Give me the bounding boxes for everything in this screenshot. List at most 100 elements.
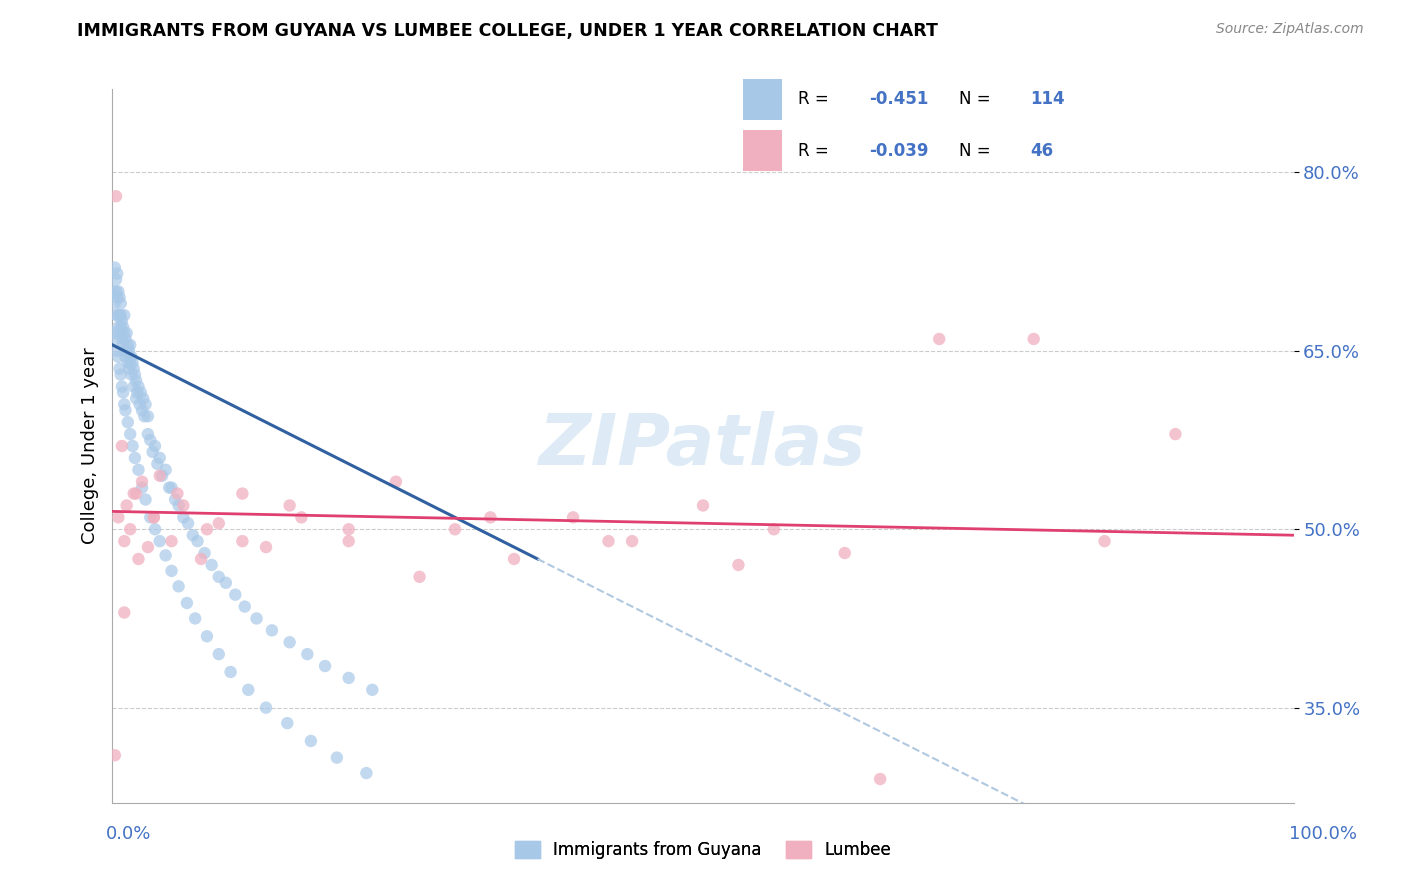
Point xyxy=(104,260,127,275)
Point xyxy=(108,361,131,376)
Point xyxy=(107,285,129,299)
Point xyxy=(621,534,644,549)
Point xyxy=(136,427,159,442)
Point xyxy=(107,510,129,524)
Point xyxy=(408,570,430,584)
Point xyxy=(112,606,135,620)
Point xyxy=(1022,332,1045,346)
Point xyxy=(479,510,502,524)
Point xyxy=(104,748,127,763)
Point xyxy=(190,552,212,566)
Point xyxy=(254,700,277,714)
Point xyxy=(172,499,194,513)
Point xyxy=(149,468,172,483)
Point xyxy=(184,611,207,625)
Point xyxy=(104,296,127,310)
Point xyxy=(727,558,749,572)
Point xyxy=(361,682,384,697)
Point xyxy=(118,361,141,376)
Point xyxy=(157,481,180,495)
Point xyxy=(122,379,145,393)
Point xyxy=(112,338,135,352)
Point xyxy=(105,332,128,346)
Point xyxy=(117,356,139,370)
Point xyxy=(114,350,136,364)
Point xyxy=(149,534,172,549)
Point xyxy=(105,290,128,304)
Text: Source: ZipAtlas.com: Source: ZipAtlas.com xyxy=(1216,22,1364,37)
Point xyxy=(238,682,260,697)
Point xyxy=(598,534,620,549)
Point xyxy=(245,611,267,625)
Point xyxy=(107,320,129,334)
Point xyxy=(115,343,138,358)
Point xyxy=(176,596,198,610)
Point xyxy=(142,510,165,524)
Point xyxy=(290,510,312,524)
Point xyxy=(326,750,349,764)
Point xyxy=(160,481,183,495)
Point xyxy=(118,343,141,358)
Point xyxy=(337,671,360,685)
Point xyxy=(120,427,142,442)
Point xyxy=(314,659,336,673)
Point xyxy=(167,579,190,593)
Point xyxy=(104,326,127,340)
Point xyxy=(150,468,173,483)
Point xyxy=(111,439,134,453)
Point xyxy=(110,296,132,310)
Point xyxy=(114,332,136,346)
Point xyxy=(111,379,134,393)
Point xyxy=(160,534,183,549)
Point xyxy=(208,647,231,661)
Point xyxy=(124,368,146,382)
Point xyxy=(117,338,139,352)
Point xyxy=(299,734,322,748)
Point xyxy=(1094,534,1116,549)
Point xyxy=(107,308,129,322)
Point xyxy=(160,564,183,578)
Point xyxy=(122,361,145,376)
Point xyxy=(143,439,166,453)
Point xyxy=(124,450,146,465)
Point xyxy=(127,552,149,566)
Point xyxy=(112,308,135,322)
Point xyxy=(692,499,714,513)
Point xyxy=(105,308,128,322)
Point xyxy=(562,510,585,524)
Text: N =: N = xyxy=(959,90,997,108)
Point xyxy=(231,486,253,500)
Point xyxy=(125,392,148,406)
Point xyxy=(139,433,162,447)
Point xyxy=(120,368,142,382)
Point xyxy=(762,522,785,536)
Point xyxy=(139,510,162,524)
Point xyxy=(125,486,148,500)
Point xyxy=(127,385,149,400)
Point xyxy=(337,522,360,536)
Point xyxy=(112,534,135,549)
Point xyxy=(143,522,166,536)
Point xyxy=(112,397,135,411)
Point xyxy=(260,624,283,638)
Text: 114: 114 xyxy=(1031,90,1064,108)
Point xyxy=(869,772,891,786)
Point xyxy=(224,588,246,602)
Point xyxy=(149,450,172,465)
Point xyxy=(136,540,159,554)
Point xyxy=(215,575,238,590)
Point xyxy=(111,314,134,328)
Point xyxy=(155,549,177,563)
Point xyxy=(231,534,253,549)
Text: -0.451: -0.451 xyxy=(869,90,928,108)
Point xyxy=(107,350,129,364)
Point xyxy=(165,492,187,507)
Point xyxy=(108,290,131,304)
Point xyxy=(254,540,277,554)
Point xyxy=(385,475,408,489)
Point xyxy=(121,439,143,453)
Point xyxy=(276,716,298,731)
Point xyxy=(155,463,177,477)
Point xyxy=(110,308,132,322)
Bar xyxy=(742,78,782,120)
